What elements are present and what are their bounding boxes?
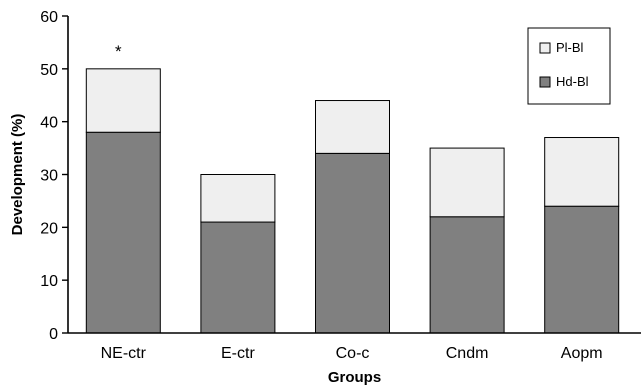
x-tick-label-co-c: Co-c	[336, 345, 370, 362]
x-tick-label-e-ctr: E-ctr	[221, 345, 255, 362]
bar-hd-bl-e-ctr	[200, 221, 276, 334]
legend-box	[527, 27, 611, 105]
y-tick-label-20: 20	[40, 220, 58, 237]
x-ticks: NE-ctr E-ctr Co-c Cndm Aopm	[101, 345, 603, 362]
annotation-ne-ctr: *	[115, 42, 122, 61]
legend: Pl-Bl Hd-Bl	[527, 27, 611, 105]
y-tick-label-30: 30	[40, 168, 58, 185]
bar-pl-bl-e-ctr	[200, 174, 276, 223]
y-ticks: 0 10 20 30 40 50 60	[40, 9, 68, 343]
legend-swatch-hd-bl	[539, 76, 551, 88]
x-tick-label-ne-ctr: NE-ctr	[101, 345, 147, 362]
bar-pl-bl-aopm	[544, 137, 620, 207]
x-tick-label-cndm: Cndm	[446, 345, 489, 362]
bar-hd-bl-cndm	[429, 216, 505, 334]
bar-hd-bl-aopm	[544, 205, 620, 334]
bars-layer	[85, 68, 620, 334]
x-tick-label-aopm: Aopm	[561, 345, 603, 362]
bar-pl-bl-cndm	[429, 147, 505, 218]
legend-swatch-pl-bl	[539, 42, 551, 54]
y-tick-label-50: 50	[40, 62, 58, 79]
legend-label-hd-bl: Hd-Bl	[556, 74, 589, 89]
y-tick-label-40: 40	[40, 115, 58, 132]
bar-pl-bl-co-c	[315, 100, 390, 154]
bar-hd-bl-ne-ctr	[85, 131, 161, 334]
y-axis-title: Development (%)	[9, 114, 26, 236]
bar-hd-bl-co-c	[315, 152, 390, 334]
x-axis-title: Groups	[328, 369, 381, 386]
y-tick-label-0: 0	[49, 326, 58, 343]
annotations: *	[115, 42, 122, 61]
bar-pl-bl-ne-ctr	[85, 68, 161, 133]
y-tick-label-60: 60	[40, 9, 58, 26]
y-tick-label-10: 10	[40, 273, 58, 290]
legend-label-pl-bl: Pl-Bl	[556, 40, 584, 55]
